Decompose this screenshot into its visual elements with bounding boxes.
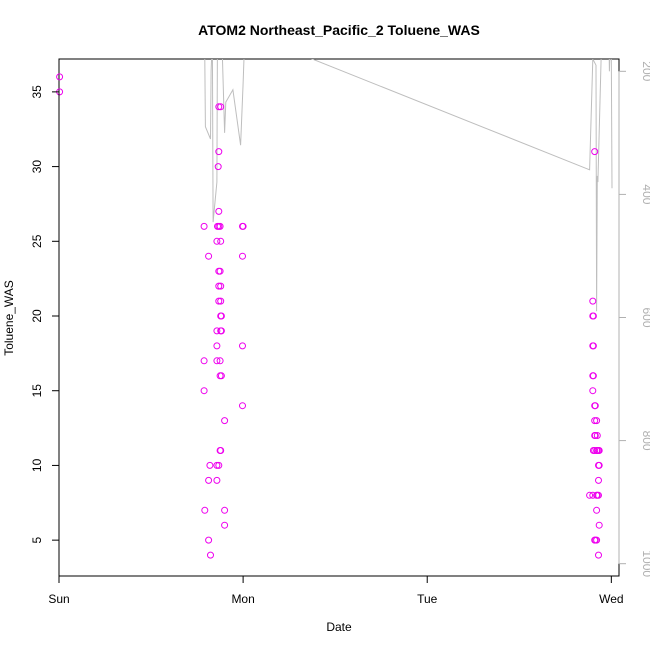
data-point: [215, 103, 223, 111]
data-point: [221, 417, 229, 425]
data-point: [217, 103, 225, 111]
data-point: [589, 387, 597, 395]
data-point: [589, 342, 597, 350]
x-axis-label: Date: [326, 620, 352, 634]
data-point: [239, 252, 246, 260]
data-point: [207, 551, 214, 559]
y-tick-label: 20: [30, 309, 44, 323]
data-point: [205, 536, 213, 544]
y2-axis: 200 400 600 800 1000: [618, 61, 650, 577]
data-point: [595, 461, 603, 469]
plot-frame: [58, 58, 620, 577]
data-point: [239, 342, 246, 350]
data-point: [217, 282, 225, 290]
data-point: [591, 148, 599, 156]
data-point: [200, 387, 208, 395]
data-point: [213, 342, 221, 350]
data-point: [595, 447, 603, 454]
data-point: [205, 252, 213, 260]
data-point: [221, 506, 229, 514]
data-point: [215, 297, 223, 305]
data-point: [217, 312, 225, 320]
y-tick-label: 5: [30, 536, 44, 543]
data-point: [593, 417, 601, 425]
data-point: [589, 297, 597, 305]
data-point: [221, 521, 229, 529]
data-point: [215, 282, 223, 290]
data-point: [591, 417, 599, 425]
y-tick-label: 25: [30, 234, 44, 248]
x-tick-label: Mon: [231, 592, 254, 606]
data-point: [200, 357, 208, 365]
data-point: [213, 237, 221, 245]
x-tick-label: Sun: [48, 592, 69, 606]
data-point: [589, 312, 597, 320]
y2-tick-label: 200: [640, 61, 650, 81]
data-point: [56, 73, 64, 81]
data-point: [200, 222, 208, 230]
data-point: [213, 357, 221, 365]
data-point: [217, 237, 225, 245]
y-axis: 5 10 15 20 25 30 35: [30, 85, 60, 543]
y2-tick-label: 600: [640, 307, 650, 327]
data-point: [205, 476, 213, 484]
y2-tick-label: 400: [640, 184, 650, 204]
data-point: [215, 148, 223, 156]
y-tick-label: 15: [30, 384, 44, 398]
y2-tick-label: 800: [640, 431, 650, 451]
y-tick-label: 10: [30, 458, 44, 472]
data-point: [591, 447, 599, 454]
data-point: [595, 521, 603, 529]
x-tick-label: Tue: [417, 592, 438, 606]
data-point: [215, 461, 223, 469]
data-point: [206, 461, 214, 469]
data-point: [595, 551, 602, 559]
depth-line-layer: [204, 59, 613, 312]
data-point: [239, 222, 247, 230]
data-point: [217, 327, 225, 335]
y-tick-label: 30: [30, 160, 44, 174]
data-point: [217, 447, 225, 454]
data-point: [217, 372, 225, 380]
data-point: [213, 461, 221, 469]
y2-tick-label: 1000: [640, 550, 650, 577]
depth-line: [204, 59, 613, 312]
data-point: [213, 327, 221, 335]
data-point: [595, 491, 602, 499]
data-point: [201, 506, 209, 514]
data-point: [586, 491, 594, 499]
data-point: [593, 506, 601, 514]
data-point: [216, 222, 224, 230]
data-point: [216, 267, 224, 275]
data-point: [239, 402, 246, 410]
points-layer: [56, 73, 603, 559]
data-point: [593, 432, 601, 439]
data-point: [217, 297, 225, 305]
data-point: [595, 476, 602, 484]
data-point: [591, 402, 599, 410]
data-point: [214, 163, 222, 171]
data-point: [593, 536, 601, 544]
x-axis: Sun Mon Tue Wed: [48, 575, 624, 606]
y-tick-label: 35: [30, 85, 44, 99]
data-point: [591, 432, 599, 439]
chart-title: ATOM2 Northeast_Pacific_2 Toluene_WAS: [198, 22, 480, 38]
x-tick-label: Wed: [599, 592, 623, 606]
data-point: [589, 372, 597, 380]
data-point: [215, 207, 223, 215]
y-axis-label: Toluene_WAS: [2, 280, 16, 356]
data-point: [216, 357, 224, 365]
data-point: [213, 476, 221, 484]
